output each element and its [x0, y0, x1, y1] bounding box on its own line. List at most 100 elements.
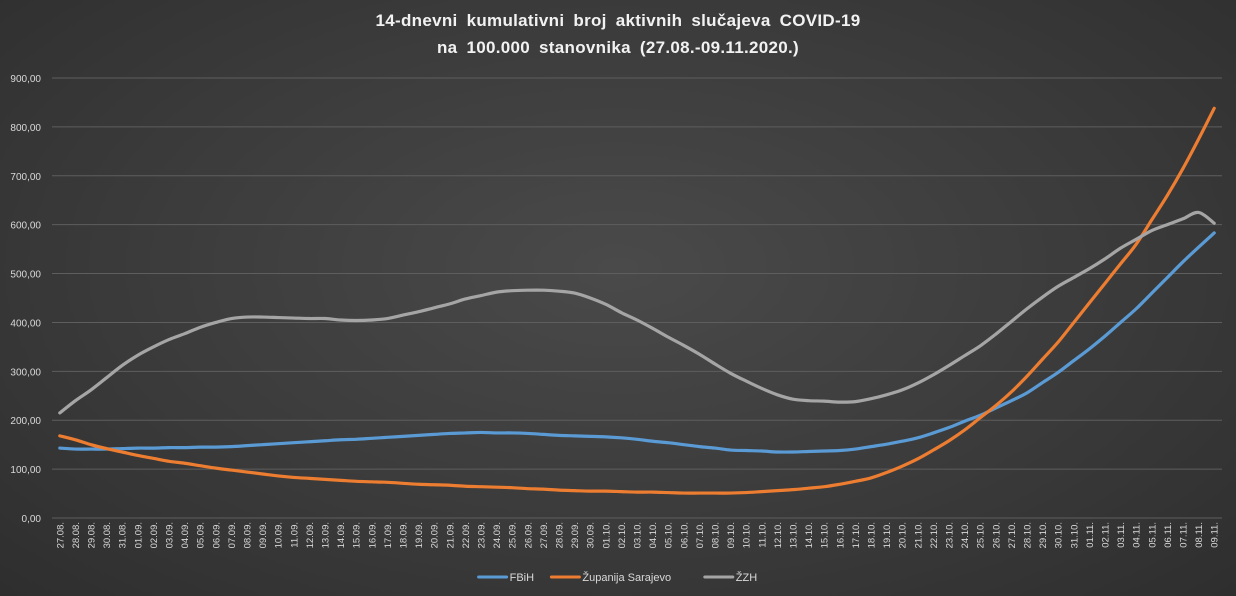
x-tick-label: 08.10. — [711, 522, 722, 548]
series-line-0 — [58, 231, 1216, 454]
x-tick-label: 13.10. — [789, 522, 800, 548]
x-tick-label: 09.09. — [258, 522, 269, 548]
x-tick-label: 29.09. — [570, 522, 581, 548]
y-tick-label: 700,00 — [10, 172, 41, 183]
y-tick-label: 400,00 — [10, 318, 41, 329]
x-tick-label: 11.10. — [757, 522, 768, 548]
x-tick-label: 04.09. — [180, 522, 191, 548]
x-tick-label: 06.10. — [679, 522, 690, 548]
x-tick-label: 22.10. — [929, 522, 940, 548]
x-tick-label: 02.10. — [617, 522, 628, 548]
x-tick-label: 15.10. — [820, 522, 831, 548]
x-tick-label: 24.10. — [960, 522, 971, 548]
x-tick-label: 29.08. — [87, 522, 98, 548]
y-tick-label: 600,00 — [10, 221, 41, 232]
x-tick-label: 05.09. — [196, 522, 207, 548]
x-tick-label: 01.10. — [601, 522, 612, 548]
x-tick-label: 14.09. — [336, 522, 347, 548]
x-tick-label: 24.09. — [492, 522, 503, 548]
x-tick-label: 11.09. — [289, 522, 300, 548]
y-tick-label: 500,00 — [10, 270, 41, 281]
x-axis-labels: 27.08. 28.08. 29.08. 30.08. 31.08. 01.09. 02.0… — [55, 522, 1220, 548]
x-tick-label: 04.11. — [1132, 522, 1143, 548]
x-tick-label: 05.10. — [664, 522, 675, 548]
x-tick-label: 16.10. — [835, 522, 846, 548]
x-tick-label: 17.10. — [851, 522, 862, 548]
x-tick-label: 03.10. — [633, 522, 644, 548]
x-tick-label: 03.11. — [1116, 522, 1127, 548]
x-tick-label: 23.09. — [477, 522, 488, 548]
x-tick-label: 02.09. — [149, 522, 160, 548]
x-tick-label: 28.08. — [71, 522, 82, 548]
legend-label: Županija Sarajevo — [582, 571, 671, 584]
x-tick-label: 07.10. — [695, 522, 706, 548]
y-tick-label: 200,00 — [10, 416, 41, 427]
x-tick-label: 10.09. — [274, 522, 285, 548]
y-axis-labels: 0,00 100,00 200,00 300,00 400,00 500,00 600,00… — [10, 74, 41, 525]
x-tick-label: 13.09. — [321, 522, 332, 548]
y-tick-label: 800,00 — [10, 123, 41, 134]
x-tick-label: 21.10. — [913, 522, 924, 548]
x-tick-label: 04.10. — [648, 522, 659, 548]
x-tick-label: 21.09. — [445, 522, 456, 548]
x-tick-label: 20.10. — [898, 522, 909, 548]
x-tick-label: 01.11. — [1085, 522, 1096, 548]
x-tick-label: 27.09. — [539, 522, 550, 548]
x-tick-label: 28.09. — [555, 522, 566, 548]
x-tick-label: 09.11. — [1210, 522, 1221, 548]
x-tick-label: 26.09. — [523, 522, 534, 548]
y-tick-label: 900,00 — [10, 74, 41, 85]
x-tick-label: 03.09. — [165, 522, 176, 548]
series-lines — [58, 106, 1216, 495]
x-tick-label: 14.10. — [804, 522, 815, 548]
series-line-2 — [58, 210, 1216, 415]
x-tick-label: 25.10. — [976, 522, 987, 548]
x-tick-label: 17.09. — [383, 522, 394, 548]
x-tick-label: 15.09. — [352, 522, 363, 548]
grid-lines — [52, 77, 1222, 519]
x-tick-label: 08.09. — [243, 522, 254, 548]
x-tick-label: 05.11. — [1147, 522, 1158, 548]
x-tick-label: 10.10. — [742, 522, 753, 548]
x-tick-label: 27.10. — [1007, 522, 1018, 548]
x-tick-label: 02.11. — [1101, 522, 1112, 548]
x-tick-label: 16.09. — [367, 522, 378, 548]
chart-title: 14-dnevni kumulativni broj aktivnih sluč… — [375, 11, 861, 30]
x-tick-label: 07.09. — [227, 522, 238, 548]
x-tick-label: 23.10. — [945, 522, 956, 548]
x-tick-label: 12.10. — [773, 522, 784, 548]
x-tick-label: 26.10. — [991, 522, 1002, 548]
x-tick-label: 19.09. — [414, 522, 425, 548]
x-tick-label: 30.08. — [102, 522, 113, 548]
x-tick-label: 01.09. — [133, 522, 144, 548]
x-tick-label: 30.09. — [586, 522, 597, 548]
x-tick-label: 20.09. — [430, 522, 441, 548]
x-tick-label: 08.11. — [1194, 522, 1205, 548]
x-tick-label: 29.10. — [1038, 522, 1049, 548]
x-tick-label: 31.08. — [118, 522, 129, 548]
x-tick-label: 09.10. — [726, 522, 737, 548]
x-tick-label: 07.11. — [1179, 522, 1190, 548]
x-tick-label: 28.10. — [1023, 522, 1034, 548]
x-tick-label: 27.08. — [55, 522, 66, 548]
x-tick-label: 06.11. — [1163, 522, 1174, 548]
x-tick-label: 22.09. — [461, 522, 472, 548]
legend-label: FBiH — [510, 572, 534, 584]
x-tick-label: 30.10. — [1054, 522, 1065, 548]
x-tick-label: 25.09. — [508, 522, 519, 548]
series-line-1 — [58, 106, 1216, 495]
x-tick-label: 18.09. — [399, 522, 410, 548]
y-tick-label: 0,00 — [22, 514, 42, 525]
y-tick-label: 300,00 — [10, 367, 41, 378]
x-tick-label: 12.09. — [305, 522, 316, 548]
legend-label: ŽZH — [736, 571, 757, 584]
x-tick-label: 19.10. — [882, 522, 893, 548]
y-tick-label: 100,00 — [10, 465, 41, 476]
x-tick-label: 06.09. — [211, 522, 222, 548]
legend: FBiH Županija Sarajevo ŽZH — [477, 571, 757, 584]
chart-subtitle: na 100.000 stanovnika (27.08.-09.11.2020… — [437, 38, 799, 57]
x-tick-label: 18.10. — [867, 522, 878, 548]
x-tick-label: 31.10. — [1069, 522, 1080, 548]
